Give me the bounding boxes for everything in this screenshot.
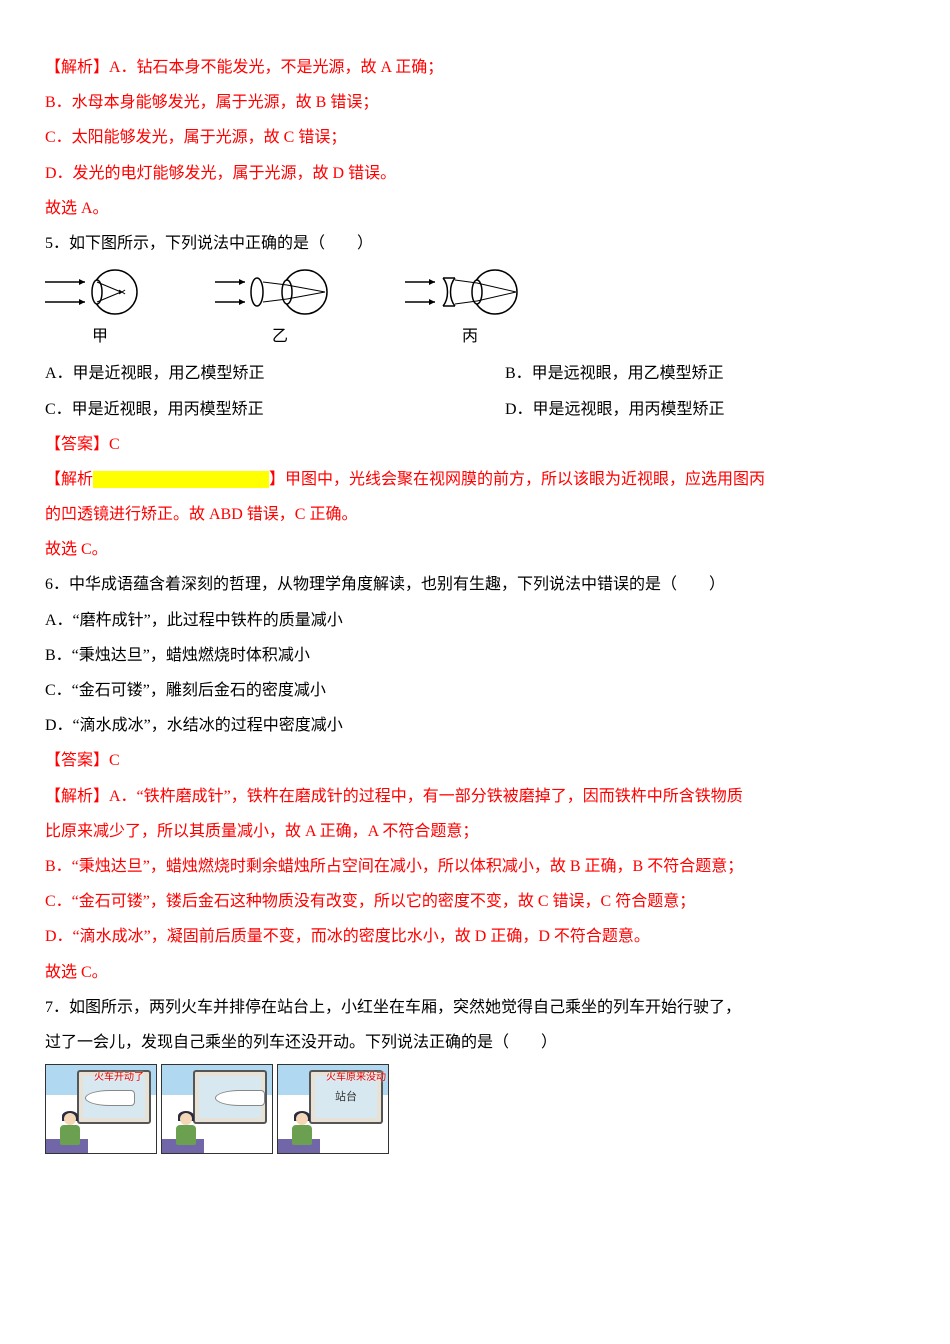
train-panel-3: 火车原来没动 站台 <box>277 1064 389 1154</box>
q5-options-row2: C．甲是近视眼，用丙模型矫正 D．甲是远视眼，用丙模型矫正 <box>45 392 905 427</box>
q6-answer: 【答案】C <box>45 743 905 778</box>
analysis1-pick: 故选 A。 <box>45 191 905 226</box>
eye-jia-svg <box>45 267 155 317</box>
q6-a1: 【解析】A．“铁杵磨成针”，铁杵在磨成针的过程中，有一部分铁被磨掉了，因而铁杵中… <box>45 779 905 814</box>
q6-a2: B．“秉烛达旦”，蜡烛燃烧时剩余蜡烛所占空间在减小，所以体积减小，故 B 正确，… <box>45 849 905 884</box>
analysis1-c: C．太阳能够发光，属于光源，故 C 错误； <box>45 120 905 155</box>
q6-optA: A．“磨杵成针”，此过程中铁杵的质量减小 <box>45 603 905 638</box>
q6-optD: D．“滴水成冰”，水结冰的过程中密度减小 <box>45 708 905 743</box>
q6-a1b: 比原来减少了，所以其质量减小，故 A 正确，A 不符合题意； <box>45 814 905 849</box>
analysis1-b: B．水母本身能够发光，属于光源，故 B 错误； <box>45 85 905 120</box>
q5-pick: 故选 C。 <box>45 532 905 567</box>
eye-bing-svg <box>405 267 535 317</box>
speech-1: 火车开动了 <box>94 1067 144 1089</box>
q5-optC: C．甲是近视眼，用丙模型矫正 <box>45 392 445 427</box>
q5-optA: A．甲是近视眼，用乙模型矫正 <box>45 356 445 391</box>
label-bing: 丙 <box>462 319 478 354</box>
q6-optC: C．“金石可镂”，雕刻后金石的密度减小 <box>45 673 905 708</box>
q6-optB: B．“秉烛达旦”，蜡烛燃烧时体积减小 <box>45 638 905 673</box>
q5-analysis-close: 】 <box>269 471 285 488</box>
eye-yi: 乙 <box>215 267 345 354</box>
q5-highlight <box>93 471 269 488</box>
q5-figure-row: 甲 乙 <box>45 267 905 354</box>
q5-analysis-body: 甲图中，光线会聚在视网膜的前方，所以该眼为近视眼，应选用图丙 <box>285 471 765 488</box>
analysis1-d: D．发光的电灯能够发光，属于光源，故 D 错误。 <box>45 156 905 191</box>
q7-stem1: 7．如图所示，两列火车并排停在站台上，小红坐在车厢，突然她觉得自己乘坐的列车开始… <box>45 990 905 1025</box>
speech-2: 火车原来没动 <box>326 1067 386 1089</box>
q5-analysis-line2: 的凹透镜进行矫正。故 ABD 错误，C 正确。 <box>45 497 905 532</box>
q5-optB: B．甲是远视眼，用乙模型矫正 <box>505 356 905 391</box>
q5-optD: D．甲是远视眼，用丙模型矫正 <box>505 392 905 427</box>
q5-analysis-open: 【解析 <box>45 471 93 488</box>
q6-a4: D．“滴水成冰”，凝固前后质量不变，而冰的密度比水小，故 D 正确，D 不符合题… <box>45 919 905 954</box>
eye-yi-svg <box>215 267 345 317</box>
train-panel-1: 火车开动了 <box>45 1064 157 1154</box>
q6-stem: 6．中华成语蕴含着深刻的哲理，从物理学角度解读，也别有生趣，下列说法中错误的是（… <box>45 567 905 602</box>
q6-a3: C．“金石可镂”，镂后金石这种物质没有改变，所以它的密度不变，故 C 错误，C … <box>45 884 905 919</box>
q5-stem: 5．如下图所示，下列说法中正确的是（ ） <box>45 226 905 261</box>
label-yi: 乙 <box>272 319 288 354</box>
q7-figure-row: 火车开动了 火车原来没动 站台 <box>45 1064 905 1154</box>
q7-stem2: 过了一会儿，发现自己乘坐的列车还没开动。下列说法正确的是（ ） <box>45 1025 905 1060</box>
train-panel-2 <box>161 1064 273 1154</box>
eye-jia: 甲 <box>45 267 155 354</box>
q5-analysis-line1: 【解析 】甲图中，光线会聚在视网膜的前方，所以该眼为近视眼，应选用图丙 <box>45 462 905 497</box>
analysis1-a: 【解析】A．钻石本身不能发光，不是光源，故 A 正确； <box>45 50 905 85</box>
eye-bing: 丙 <box>405 267 535 354</box>
q5-options-row1: A．甲是近视眼，用乙模型矫正 B．甲是远视眼，用乙模型矫正 <box>45 356 905 391</box>
q6-pick: 故选 C。 <box>45 955 905 990</box>
label-jia: 甲 <box>92 319 108 354</box>
q5-answer: 【答案】C <box>45 427 905 462</box>
